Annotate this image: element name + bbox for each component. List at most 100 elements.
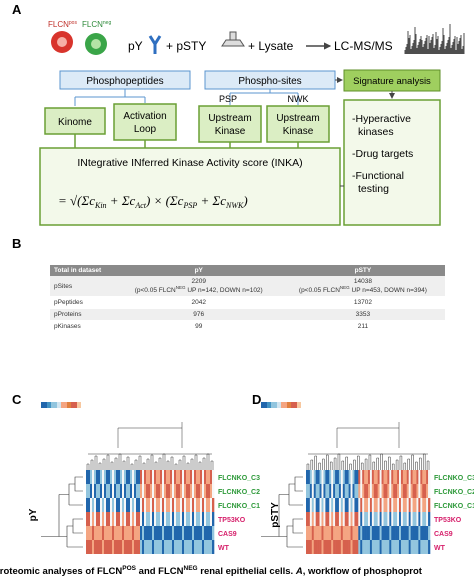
heatmap-cell xyxy=(375,470,378,484)
heatmap-cell xyxy=(366,484,369,498)
heatmap-cell xyxy=(340,512,344,526)
heatmap-cell xyxy=(94,484,97,498)
heatmap-cell xyxy=(408,498,411,512)
color-key xyxy=(53,402,55,408)
heatmap-cell xyxy=(331,512,334,526)
heatmap-cell xyxy=(134,512,137,526)
color-key xyxy=(263,402,265,408)
heatmap-cell xyxy=(375,512,378,526)
color-key xyxy=(293,402,295,408)
heatmap-cell xyxy=(412,540,415,554)
caption-part: proteomic analyses of FLCN xyxy=(0,566,122,577)
heatmap-cell xyxy=(360,540,363,554)
header-cell: pY xyxy=(116,265,281,276)
heatmap-cell xyxy=(200,484,203,498)
heatmap-cell xyxy=(202,484,205,498)
note-part: NEG xyxy=(175,285,186,290)
row-label: WT xyxy=(434,545,446,552)
heatmap-cell xyxy=(364,512,367,526)
heatmap-cell xyxy=(338,470,342,484)
note-part: (p<0.05 FLCN xyxy=(134,287,176,295)
heatmap-cell xyxy=(128,526,131,540)
heatmap-cell xyxy=(138,512,141,526)
heatmap-cell xyxy=(333,540,336,554)
row-label: FLCNKO_C1 xyxy=(218,503,260,510)
heatmap-cell xyxy=(368,470,371,484)
heatmap-cell xyxy=(142,484,145,498)
heatmap-cell xyxy=(112,498,115,512)
heatmap-cell xyxy=(202,540,205,554)
heatmap-cell xyxy=(338,540,342,554)
heatmap-cell xyxy=(346,470,349,484)
heatmap-cell xyxy=(317,484,320,498)
heatmaps: FLCNKO_C3 FLCNKO_C2 FLCNKO_C1 TP53KO CAS9 WT p… xyxy=(28,402,474,554)
heatmap-cell xyxy=(140,498,143,512)
heatmap-cell xyxy=(383,498,386,512)
heatmap-cell xyxy=(373,484,377,498)
heatmap-cell xyxy=(206,540,209,554)
heatmap-cell xyxy=(391,512,394,526)
heatmap-cell xyxy=(132,526,135,540)
heatmap-cell xyxy=(196,540,199,554)
heatmap-cell xyxy=(208,470,211,484)
heatmap-cell xyxy=(86,484,89,498)
heatmap-cell xyxy=(198,540,201,554)
heatmap-cell xyxy=(325,526,328,540)
color-key xyxy=(289,402,291,408)
heatmap-cell xyxy=(391,540,394,554)
color-key xyxy=(45,402,47,408)
heatmap-cell xyxy=(144,540,147,554)
heatmap-cell xyxy=(387,512,390,526)
heatmap-cell xyxy=(397,512,400,526)
heatmap-cell xyxy=(307,470,311,484)
heatmap-cell xyxy=(134,470,137,484)
heatmap-cell xyxy=(202,470,205,484)
heatmap-cell xyxy=(160,540,163,554)
heatmap-cell xyxy=(307,540,311,554)
caption-part: , workflow of phosphoprot xyxy=(303,566,423,577)
heatmap-cell xyxy=(414,484,417,498)
heatmap-cell xyxy=(114,470,117,484)
heatmap-cell xyxy=(208,540,211,554)
heatmap-cell xyxy=(102,526,105,540)
heatmap-cell xyxy=(364,526,367,540)
heatmap-cell xyxy=(393,526,396,540)
heatmap-cell xyxy=(136,540,139,554)
heatmap-cell xyxy=(174,470,177,484)
heatmap-cell xyxy=(400,540,404,554)
heatmap-cell xyxy=(190,540,193,554)
heatmap-cell xyxy=(385,540,388,554)
heatmap-cell xyxy=(410,526,413,540)
heatmap-cell xyxy=(112,512,115,526)
heatmap-cell xyxy=(90,512,93,526)
heatmap-cell xyxy=(342,470,346,484)
heatmap-cell xyxy=(400,498,404,512)
heatmap-cell xyxy=(128,512,131,526)
heatmap-cell xyxy=(144,470,147,484)
heatmap-cell xyxy=(340,526,344,540)
heatmap-cell xyxy=(134,484,137,498)
panel-label: C xyxy=(12,392,22,407)
heatmap-cell xyxy=(168,512,171,526)
heatmap-cell xyxy=(317,512,320,526)
heatmap-cell xyxy=(118,498,121,512)
heatmap-cell xyxy=(416,526,419,540)
heatmap-cell xyxy=(309,470,313,484)
heatmap-cell xyxy=(94,540,97,554)
heatmap-cell xyxy=(387,526,390,540)
heatmap-cell xyxy=(321,540,324,554)
heatmap-cell xyxy=(309,512,313,526)
heatmap-cell xyxy=(130,540,133,554)
heatmap-cell xyxy=(182,484,185,498)
table-cell: 99 xyxy=(116,320,281,334)
heatmap-cell xyxy=(397,470,400,484)
heatmap-cell xyxy=(158,498,161,512)
heatmap-cell xyxy=(426,498,429,512)
heatmap-cell xyxy=(166,498,169,512)
heatmap-cell xyxy=(128,498,131,512)
heatmap-cell xyxy=(389,512,392,526)
heatmap-cell xyxy=(200,540,203,554)
heatmap-cell xyxy=(306,484,309,498)
heatmap-cell xyxy=(202,498,205,512)
heatmap-cell xyxy=(106,484,109,498)
